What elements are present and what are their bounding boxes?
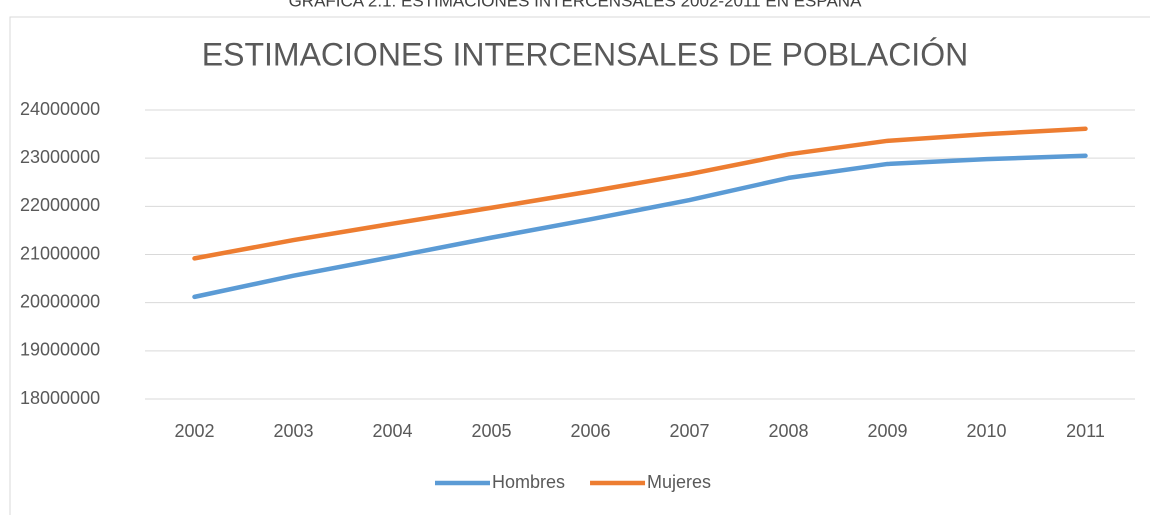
chart-frame <box>9 16 1150 515</box>
x-tick-label: 2010 <box>966 421 1006 441</box>
y-tick-label: 24000000 <box>20 99 100 119</box>
x-tick-label: 2005 <box>471 421 511 441</box>
x-tick-label: 2002 <box>174 421 214 441</box>
x-tick-label: 2003 <box>273 421 313 441</box>
y-tick-label: 21000000 <box>20 243 100 263</box>
y-tick-label: 19000000 <box>20 340 100 360</box>
x-tick-label: 2009 <box>867 421 907 441</box>
y-tick-label: 23000000 <box>20 147 100 167</box>
y-tick-label: 22000000 <box>20 195 100 215</box>
legend-label: Mujeres <box>647 472 711 492</box>
caption: GRÁFICA 2.1: ESTIMACIONES INTERCENSALES … <box>289 0 863 10</box>
y-tick-label: 18000000 <box>20 388 100 408</box>
line-series <box>192 153 1088 300</box>
x-tick-label: 2004 <box>372 421 412 441</box>
x-tick-label: 2011 <box>1066 421 1105 441</box>
line-series <box>192 126 1088 261</box>
chart-title: ESTIMACIONES INTERCENSALES DE POBLACIÓN <box>202 36 968 72</box>
y-tick-label: 20000000 <box>20 291 100 311</box>
x-tick-label: 2006 <box>570 421 610 441</box>
legend-label: Hombres <box>492 472 565 492</box>
x-tick-label: 2007 <box>669 421 709 441</box>
x-tick-label: 2008 <box>768 421 808 441</box>
